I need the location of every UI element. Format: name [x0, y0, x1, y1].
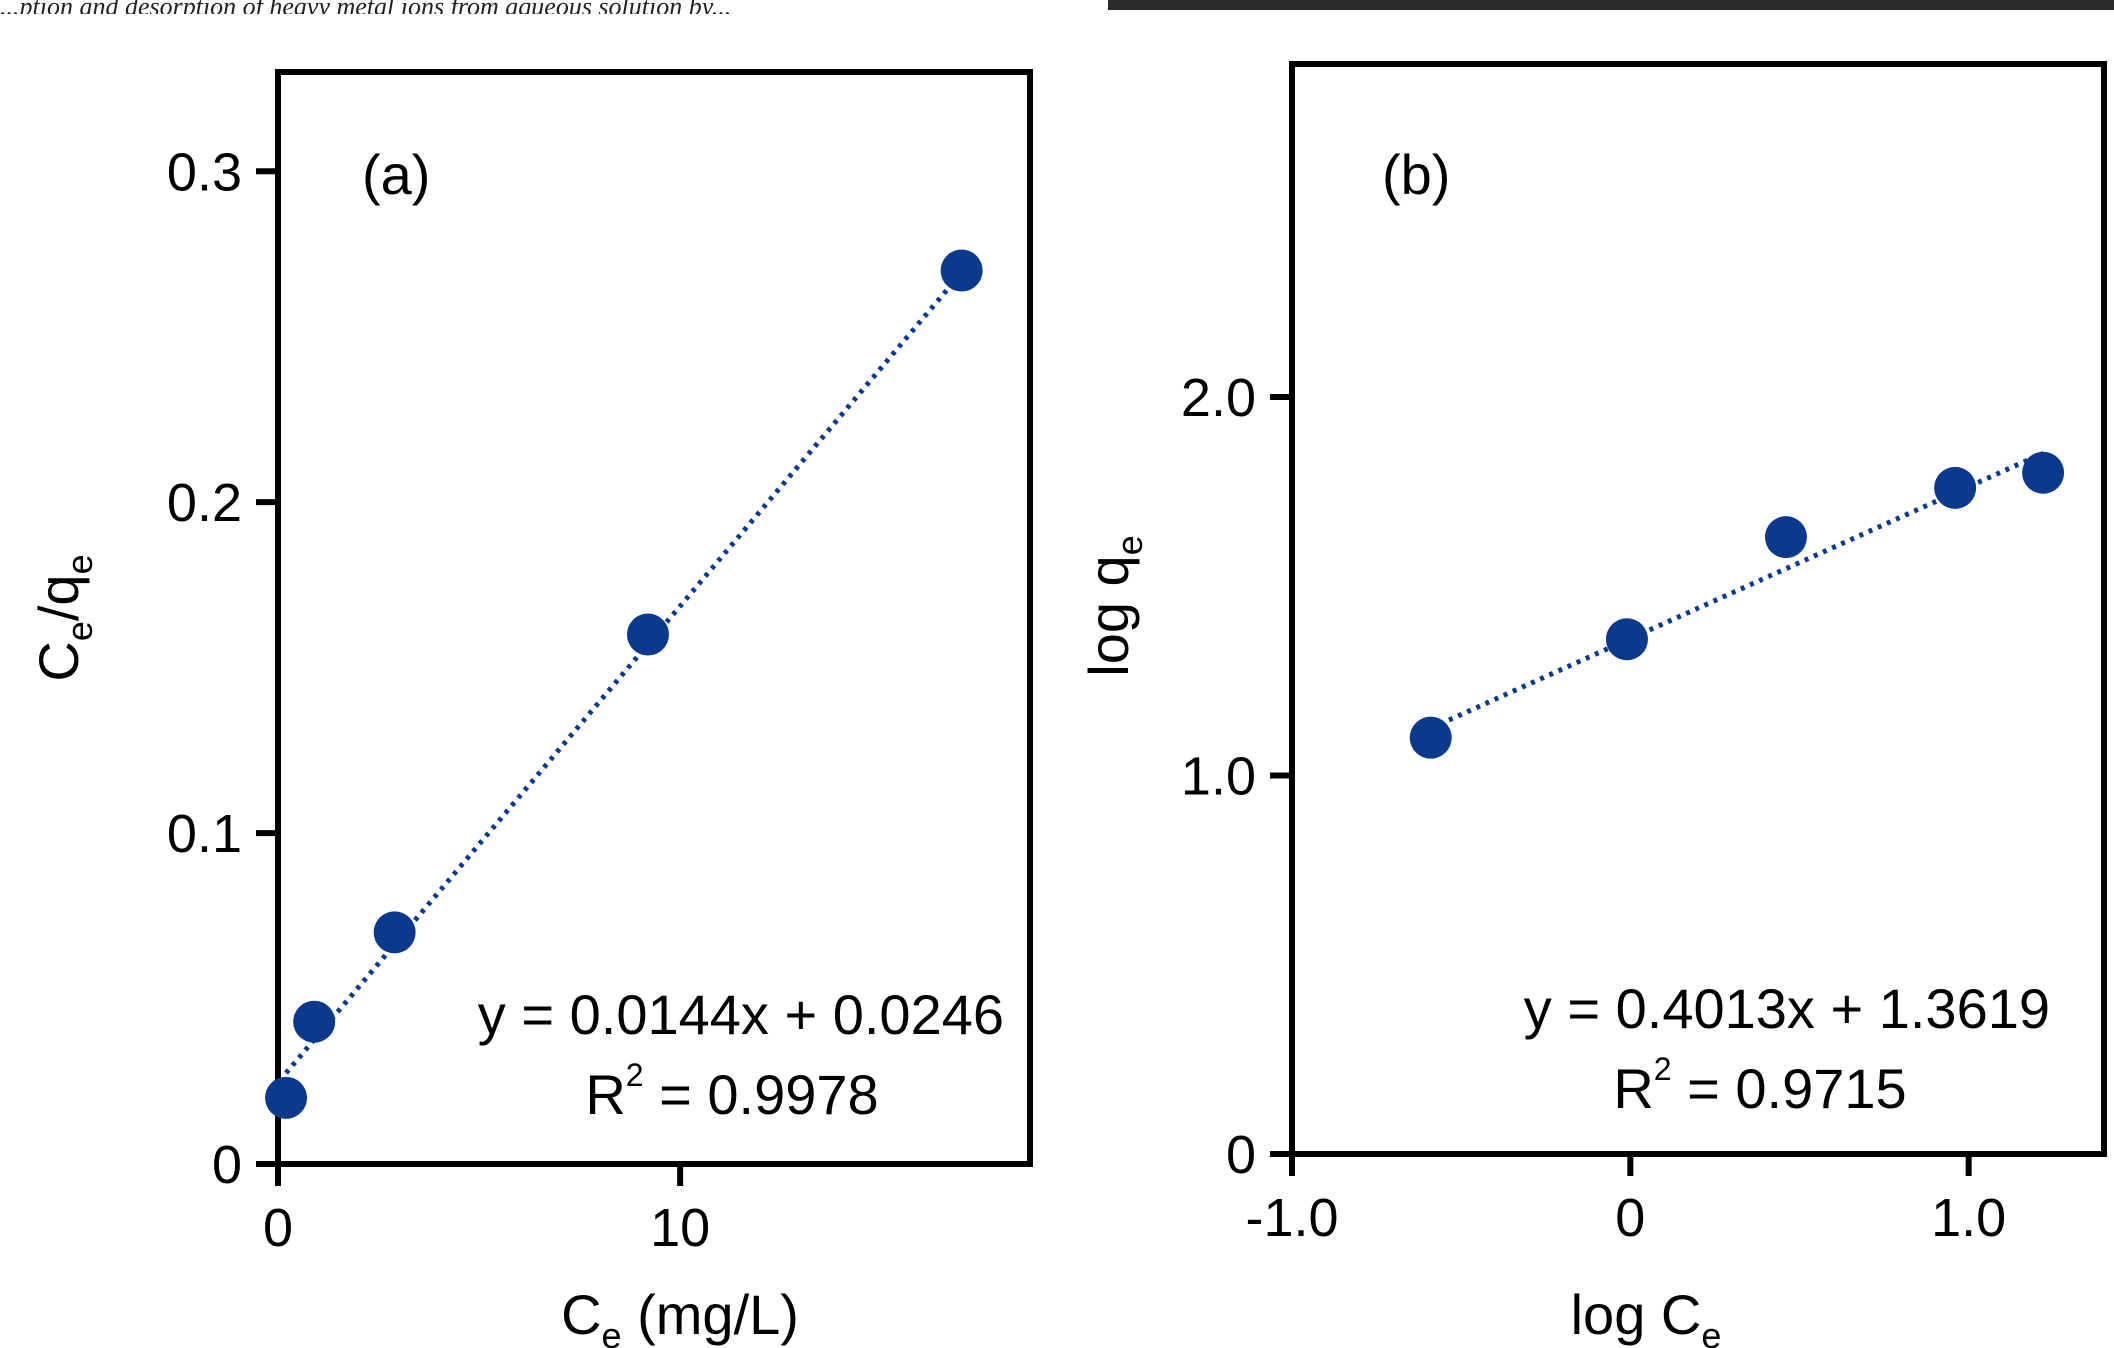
r2-value-b: = 0.9715 — [1672, 1057, 1907, 1120]
x-title-sub-a: e — [602, 1315, 622, 1348]
trendline-a — [284, 270, 964, 1075]
trendline-b — [1429, 450, 2045, 731]
data-points-a — [265, 249, 983, 1119]
x-tick-label-a-0: 0 — [263, 1198, 293, 1258]
data-points-b — [1409, 451, 2065, 759]
equation-b: y = 0.4013x + 1.3619 — [1524, 977, 2050, 1040]
panel-label-a: (a) — [362, 143, 430, 206]
plot-frame-a — [275, 69, 1033, 1167]
y-axis-title-a: Ce/qe — [27, 554, 100, 681]
data-point-a-3 — [626, 613, 669, 656]
r-squared-b: R2 = 0.9715 — [1613, 1051, 1906, 1120]
y-tick-label-a-2: 0.2 — [167, 473, 242, 533]
data-point-a-2 — [373, 911, 416, 954]
y-title-main-a: C — [27, 641, 90, 681]
fit-line-b — [1429, 450, 2045, 731]
x-tick-label-b-0: -1.0 — [1245, 1188, 1338, 1248]
r2-prefix-a: R — [585, 1063, 625, 1126]
header-fragment-text: ...ption and desorption of heavy metal i… — [0, 0, 1040, 14]
x-tick-label-b-1: 0 — [1615, 1188, 1645, 1248]
y-tick-label-b-0: 0 — [1226, 1125, 1256, 1185]
y-tick-label-a-3: 0.3 — [167, 142, 242, 202]
y-tick-label-a-1: 0.1 — [167, 804, 242, 864]
data-point-a-4 — [940, 249, 983, 292]
data-point-b-0 — [1409, 716, 1452, 759]
data-point-b-4 — [2022, 451, 2065, 494]
fit-line-a — [284, 270, 964, 1075]
r2-value-a: = 0.9978 — [644, 1063, 879, 1126]
x-title-tail-a: (mg/L) — [622, 1283, 799, 1346]
x-title-main-b: log C — [1571, 1283, 1702, 1346]
y-title-mid-a: /q — [27, 574, 90, 621]
y-title-sub-b: e — [1109, 535, 1150, 555]
axis-ticks-b: -1.0 0 1.001.02.0 — [1181, 368, 2006, 1248]
panel-label-b: (b) — [1382, 143, 1450, 206]
y-title-sub2-a: e — [59, 554, 100, 574]
y-tick-label-b-1: 1.0 — [1181, 747, 1256, 807]
r2-prefix-b: R — [1613, 1057, 1653, 1120]
data-point-b-3 — [1934, 466, 1977, 509]
y-tick-label-b-2: 2.0 — [1181, 368, 1256, 428]
data-point-b-2 — [1764, 516, 1807, 559]
x-axis-title-a: Ce (mg/L) — [561, 1283, 799, 1348]
x-title-sub-b: e — [1701, 1315, 1721, 1348]
plot-frame-b — [1289, 61, 2107, 1157]
chart-panel-a: 0 10 0 0.1 0.2 0.3 (a) y = 0.0144x + 0.0246 R… — [27, 69, 1033, 1348]
r2-sup-b: 2 — [1654, 1051, 1672, 1087]
header-table-border — [1108, 0, 2114, 10]
data-point-b-1 — [1605, 618, 1648, 661]
y-title-main-b: log q — [1077, 555, 1140, 676]
x-axis-title-b: log Ce — [1571, 1283, 1722, 1348]
y-axis-title-b: log qe — [1077, 535, 1150, 676]
x-tick-label-a-1: 10 — [650, 1198, 710, 1258]
r-squared-a: R2 = 0.9978 — [585, 1057, 878, 1126]
y-title-sub-a: e — [59, 621, 100, 641]
data-point-a-1 — [293, 1000, 336, 1043]
equation-a: y = 0.0144x + 0.0246 — [478, 983, 1004, 1046]
x-title-main-a: C — [561, 1283, 601, 1346]
axis-ticks-a: 0 10 0 0.1 0.2 0.3 — [167, 142, 710, 1258]
y-tick-label-a-0: 0 — [212, 1135, 242, 1195]
r2-sup-a: 2 — [626, 1057, 644, 1093]
chart-panel-b: -1.0 0 1.001.02.0 (b) y = 0.4013x + 1.3619… — [1077, 61, 2107, 1348]
data-point-a-0 — [265, 1076, 308, 1119]
x-tick-label-b-2: 1.0 — [1931, 1188, 2006, 1248]
